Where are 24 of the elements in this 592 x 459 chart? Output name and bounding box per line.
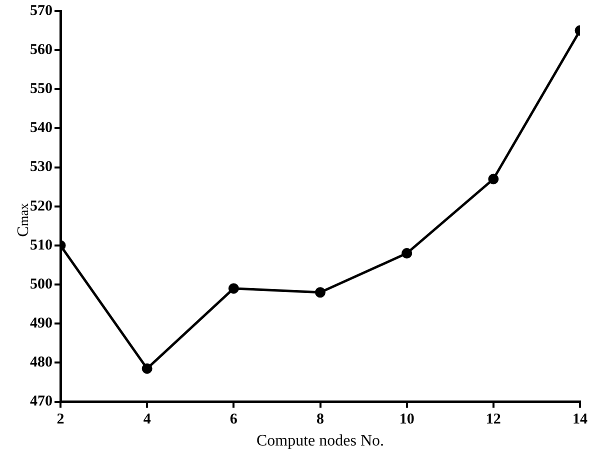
point <box>488 174 499 184</box>
y-tick-label: 490 <box>30 316 52 332</box>
y-tick-label: 500 <box>30 276 52 292</box>
y-tick-label: 570 <box>30 2 52 19</box>
point <box>228 283 239 294</box>
x-tick-label: 14 <box>572 412 588 428</box>
y-tick-label: 560 <box>30 42 52 58</box>
x-tick-label: 6 <box>230 412 238 428</box>
point <box>315 287 326 298</box>
y-tick-label: 550 <box>30 81 52 98</box>
x-tick-label: 4 <box>143 412 152 428</box>
point <box>402 248 412 259</box>
y-tick-label: 470 <box>30 394 52 410</box>
y-tick-label: 510 <box>30 237 52 254</box>
x-tick-label: 12 <box>486 412 501 428</box>
y-tick-label: 480 <box>30 354 52 371</box>
x-tick-label: 2 <box>56 412 64 428</box>
y-tick-label: 520 <box>30 198 52 214</box>
point <box>142 363 152 374</box>
x-tick-label: 8 <box>316 412 324 428</box>
y-tick-label: 540 <box>30 120 52 136</box>
x-axis-title: Compute nodes No. <box>256 432 384 450</box>
y-tick-label: 530 <box>30 159 52 176</box>
x-tick-label: 10 <box>399 412 414 428</box>
